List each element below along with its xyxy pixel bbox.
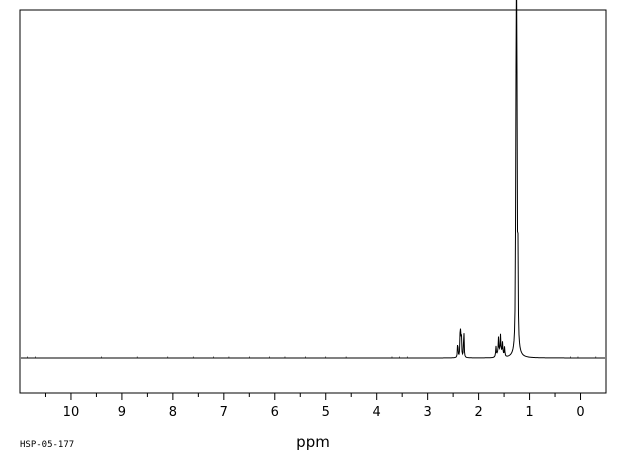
tick-label-3: 3 <box>424 405 432 420</box>
spectrum-line <box>21 0 605 359</box>
tick-label-6: 6 <box>271 405 279 420</box>
x-axis-ticks <box>27 356 597 400</box>
tick-label-8: 8 <box>169 405 177 420</box>
tick-label-9: 9 <box>118 405 126 420</box>
tick-label-10: 10 <box>63 405 80 420</box>
sample-id-label: HSP-05-177 <box>20 440 74 450</box>
x-axis-title: ppm <box>296 433 330 451</box>
tick-label-2: 2 <box>474 405 482 420</box>
tick-label-7: 7 <box>220 405 228 420</box>
tick-label-4: 4 <box>373 405 381 420</box>
tick-label-5: 5 <box>322 405 330 420</box>
plot-frame <box>19 9 607 394</box>
x-axis-tick-labels: 10 9 8 7 6 5 4 3 2 1 0 <box>63 405 585 420</box>
tick-label-1: 1 <box>525 405 533 420</box>
tick-label-0: 0 <box>576 405 584 420</box>
